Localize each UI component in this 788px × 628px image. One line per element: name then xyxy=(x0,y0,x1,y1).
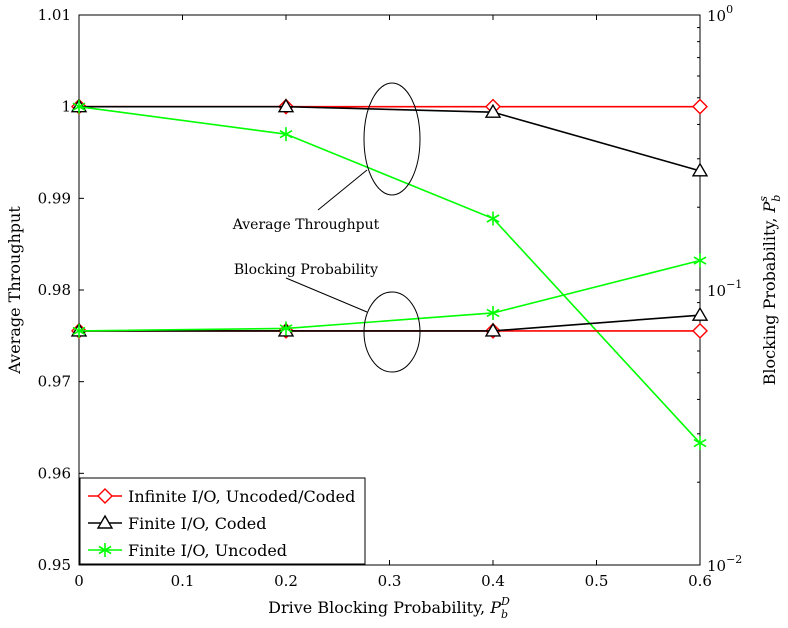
diamond-marker xyxy=(692,322,708,339)
series-line xyxy=(78,259,701,332)
legend-entries: Infinite I/O, Uncoded/Coded Finite I/O, C… xyxy=(88,487,355,560)
star-marker xyxy=(486,211,500,226)
y-right-tick-label: 10−2 xyxy=(707,553,742,575)
x-tick-label: 0.4 xyxy=(481,572,505,590)
star-marker xyxy=(279,321,293,336)
series-line xyxy=(79,314,701,332)
y-left-tick-label: 0.95 xyxy=(38,556,71,574)
x-tick-label: 0.5 xyxy=(585,572,609,590)
star-stroke xyxy=(486,308,500,318)
series-left xyxy=(70,98,709,177)
throughput-ellipse xyxy=(363,82,421,196)
star-marker xyxy=(279,127,293,142)
star-stroke xyxy=(693,256,707,265)
throughput-pointer xyxy=(317,169,368,211)
series-right xyxy=(70,306,709,337)
x-tick-label: 0.1 xyxy=(171,572,195,590)
series-left xyxy=(72,99,707,451)
star-marker xyxy=(72,323,86,338)
y-left-tick-label: 0.96 xyxy=(38,464,71,482)
y-left-tick-label: 1.01 xyxy=(38,6,71,24)
star-marker xyxy=(486,305,500,320)
legend: Infinite I/O, Uncoded/Coded Finite I/O, C… xyxy=(79,477,366,565)
triangle-marker xyxy=(96,514,114,529)
star-stroke xyxy=(72,102,86,111)
star-stroke xyxy=(486,214,500,223)
blocking-ellipse xyxy=(363,291,421,373)
y-axis-left-label: Average Throughput xyxy=(5,206,24,375)
annotations: Average Throughput Blocking Probability xyxy=(232,82,421,373)
triangle-marker xyxy=(277,98,295,113)
legend-entry: Finite I/O, Coded xyxy=(88,514,267,533)
triangle-marker xyxy=(691,162,709,177)
series-line xyxy=(78,105,701,444)
series-line xyxy=(79,105,701,172)
legend-label: Infinite I/O, Uncoded/Coded xyxy=(128,487,355,506)
x-tick-label: 0 xyxy=(74,572,84,590)
star-marker xyxy=(693,436,707,451)
star-stroke xyxy=(693,438,707,448)
y-axis-right-label: Blocking Probability, Pbs xyxy=(757,195,783,386)
star-stroke xyxy=(72,326,86,336)
diamond-marker xyxy=(692,98,708,115)
y-left-tick-label: 0.98 xyxy=(38,281,71,299)
y-right-tick-label: 100 xyxy=(707,3,733,25)
x-axis-label: Drive Blocking Probability, PbD xyxy=(268,595,510,621)
star-stroke xyxy=(279,129,293,139)
star-marker xyxy=(98,543,112,557)
triangle-marker xyxy=(484,322,502,337)
y-left-tick-label: 0.97 xyxy=(38,373,71,391)
diamond-marker xyxy=(97,488,113,504)
x-tick-label: 0.2 xyxy=(274,572,298,590)
triangle-marker xyxy=(691,306,709,321)
legend-entry: Finite I/O, Uncoded xyxy=(88,541,287,560)
triangle-marker xyxy=(484,103,502,118)
star-marker xyxy=(72,99,86,114)
series-right xyxy=(72,253,707,338)
legend-label: Finite I/O, Coded xyxy=(128,514,267,533)
y-left-tick-label: 0.99 xyxy=(38,189,71,207)
blocking-pointer xyxy=(285,277,368,313)
x-tick-label: 0.6 xyxy=(688,572,712,590)
y-left-tick-label: 1 xyxy=(61,98,71,116)
throughput-annotation: Average Throughput xyxy=(232,217,380,233)
legend-entry: Infinite I/O, Uncoded/Coded xyxy=(88,487,355,506)
star-stroke xyxy=(98,545,112,555)
x-tick-label: 0.3 xyxy=(378,572,402,590)
star-stroke xyxy=(279,324,293,333)
star-marker xyxy=(693,253,707,268)
y-right-tick-label: 10−1 xyxy=(707,278,742,300)
ticks: 0 0.1 0.2 0.3 0.4 0.5 0.6 0.95 0.96 0.97 0.98 0.99 1… xyxy=(38,3,743,590)
legend-box xyxy=(79,477,366,565)
blocking-annotation: Blocking Probability xyxy=(234,262,378,278)
legend-label: Finite I/O, Uncoded xyxy=(128,541,287,560)
series-layer xyxy=(70,98,709,451)
